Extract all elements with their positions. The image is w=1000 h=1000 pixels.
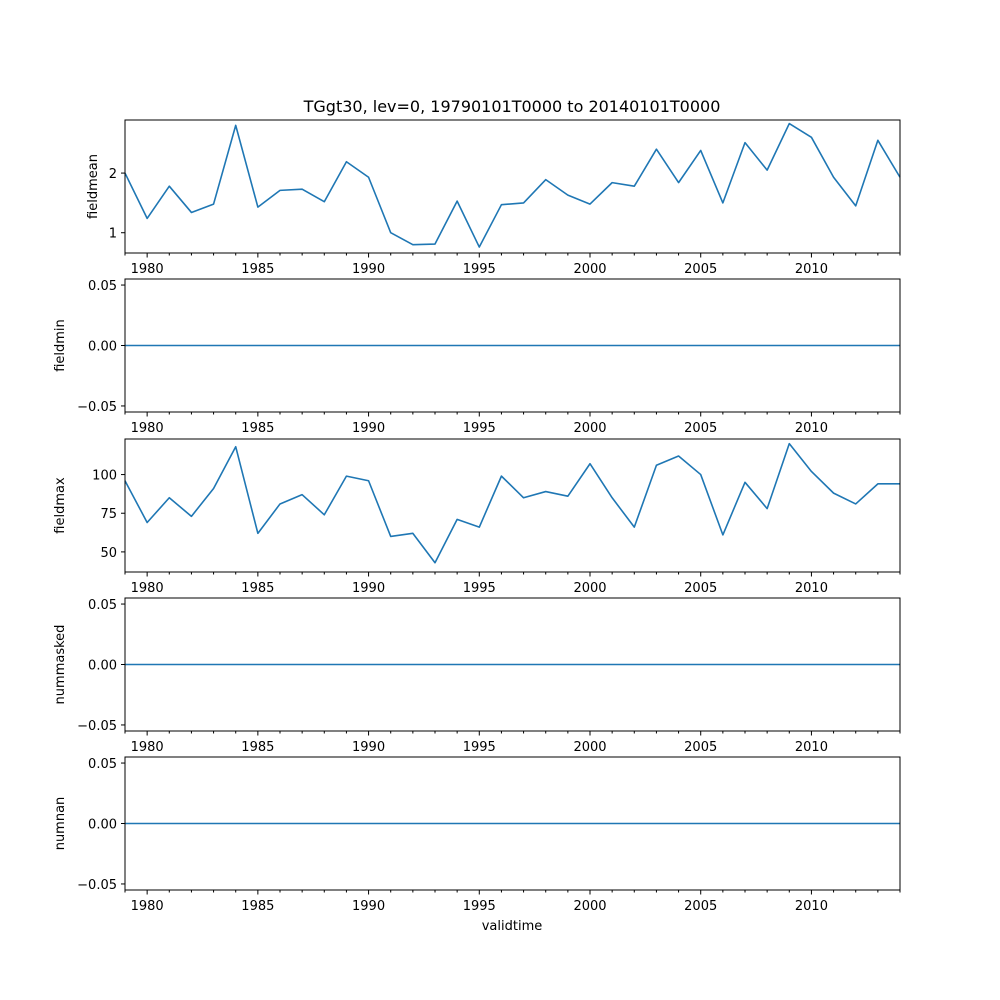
x-tick-label: 1980 [131,581,164,596]
x-tick-label: 2010 [795,262,828,277]
x-tick-label: 2005 [684,899,717,914]
subplot-numnan: −0.05 0.00 0.05 numnan 1980 1985 1990 1995 2000 2… [53,756,901,914]
series-line-fieldmean [124,122,901,248]
x-tick-label: 2000 [573,740,606,755]
x-tick-label: 1990 [352,581,385,596]
x-tick-label: 2005 [684,421,717,436]
x-tick-label: 1990 [352,262,385,277]
y-tick-label-nummasked: 0.05 [88,598,117,613]
y-axis-label-fieldmean: fieldmean [86,154,101,219]
axes-frame-fieldmax [124,438,901,573]
x-tick-label: 1980 [131,262,164,277]
x-tick-label: 1985 [241,421,274,436]
x-tick-label: 1980 [131,899,164,914]
series-line-fieldmax [124,442,900,564]
y-axis-label-fieldmax: fieldmax [53,477,68,534]
x-tick-label: 2010 [795,899,828,914]
x-tick-label: 2005 [684,262,717,277]
y-tick-label-fieldmin: −0.05 [77,400,117,415]
y-tick-label-nummasked: −0.05 [77,719,117,734]
y-tick-label-nummasked: 0.00 [88,659,117,674]
x-tick-label: 1995 [463,262,496,277]
subplot-fieldmax: 50 75 100 fieldmax 1980 1985 1990 1995 2000 2005 2… [53,438,901,596]
axes-frame-fieldmean [124,119,901,254]
x-tick-label: 1995 [463,740,496,755]
subplot-fieldmean: 1 2 fieldmean 1980 1985 1990 1995 2000 2005 2010 [86,119,901,277]
x-tick-label: 2000 [573,581,606,596]
y-tick-label-fieldmin: 0.00 [88,340,117,355]
x-tick-label: 2010 [795,581,828,596]
x-tick-label: 2005 [684,740,717,755]
x-tick-label: 1995 [463,899,496,914]
x-tick-label: 1990 [352,421,385,436]
x-tick-label: 2010 [795,421,828,436]
chart-title: TGgt30, lev=0, 19790101T0000 to 20140101… [303,97,721,116]
y-tick-label-numnan: 0.05 [88,757,117,772]
x-tick-label: 1985 [241,581,274,596]
x-tick-label: 2000 [573,421,606,436]
x-tick-label: 2000 [573,262,606,277]
x-tick-label: 1985 [241,899,274,914]
x-tick-label: 1985 [241,262,274,277]
x-tick-label: 1985 [241,740,274,755]
x-tick-label: 1980 [131,421,164,436]
x-tick-label: 1980 [131,740,164,755]
x-tick-label: 1995 [463,581,496,596]
x-tick-label: 2000 [573,899,606,914]
y-tick-label-fieldmax: 75 [100,507,117,522]
y-axis-label-nummasked: nummasked [53,625,68,705]
subplot-nummasked: −0.05 0.00 0.05 nummasked 1980 1985 1990 1995 20… [53,597,901,755]
y-tick-label-fieldmean: 2 [109,167,117,182]
y-tick-label-numnan: −0.05 [77,878,117,893]
y-tick-label-fieldmin: 0.05 [88,279,117,294]
x-tick-label: 1990 [352,899,385,914]
subplot-fieldmin: −0.05 0.00 0.05 fieldmin 1980 1985 1990 1995 200… [53,278,901,436]
y-axis-label-fieldmin: fieldmin [53,319,68,372]
y-tick-label-fieldmean: 1 [109,227,117,242]
x-tick-label: 2010 [795,740,828,755]
x-tick-label: 1990 [352,740,385,755]
y-tick-label-fieldmax: 50 [100,546,117,561]
y-tick-label-fieldmax: 100 [92,469,117,484]
y-axis-label-numnan: numnan [53,797,68,851]
y-tick-label-numnan: 0.00 [88,818,117,833]
x-axis-label: validtime [482,919,543,934]
x-tick-label: 1995 [463,421,496,436]
x-tick-label: 2005 [684,581,717,596]
